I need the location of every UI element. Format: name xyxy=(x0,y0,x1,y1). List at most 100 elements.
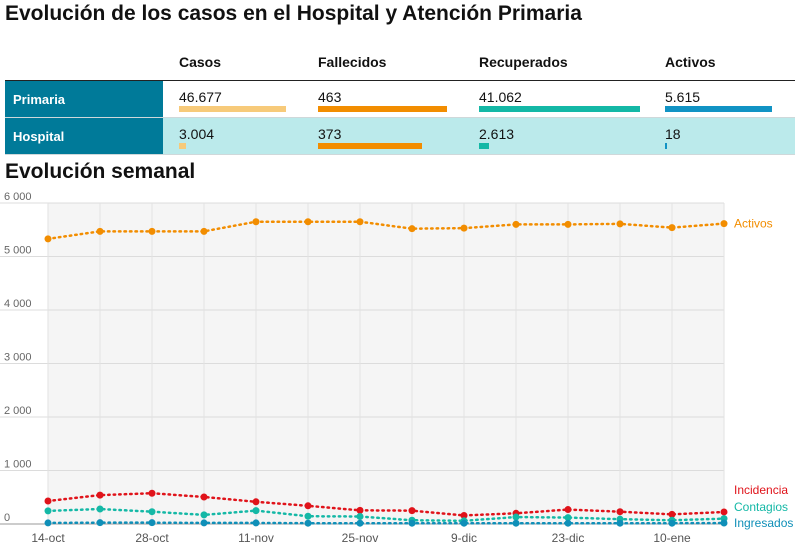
row-label-primaria: Primaria xyxy=(5,80,163,118)
line-chart: 0 1 000 2 000 3 000 4 000 5 000 6 000 14-oct 28-… xyxy=(0,191,793,545)
bar-primaria-casos xyxy=(179,106,286,112)
data-point-incidencia xyxy=(356,506,364,514)
data-point-activos xyxy=(304,218,312,226)
data-point-contagios xyxy=(512,513,520,521)
data-point-ingresados xyxy=(512,519,520,527)
summary-header-row: Casos Fallecidos Recuperados Activos xyxy=(5,44,795,81)
data-point-activos xyxy=(616,220,624,228)
data-point-activos xyxy=(564,220,572,228)
header-fallecidos: Fallecidos xyxy=(302,44,463,81)
data-point-incidencia xyxy=(460,511,468,519)
data-point-incidencia xyxy=(668,510,676,518)
data-point-ingresados xyxy=(96,519,104,527)
cell-primaria-activos: 5.615 xyxy=(655,80,795,118)
value-primaria-recuperados: 41.062 xyxy=(479,89,522,105)
data-point-activos xyxy=(512,220,520,228)
value-hospital-casos: 3.004 xyxy=(179,126,215,142)
data-point-incidencia xyxy=(564,506,572,514)
data-point-activos xyxy=(668,224,676,232)
data-point-incidencia xyxy=(408,507,416,515)
table-row-hospital: Hospital 3.004 373 2.613 18 xyxy=(5,117,795,155)
data-point-ingresados xyxy=(408,519,416,527)
series-label-incidencia: Incidencia xyxy=(734,483,788,497)
header-corner xyxy=(5,44,163,81)
header-casos: Casos xyxy=(163,44,302,81)
series-line-ingresados xyxy=(46,521,726,525)
bar-hospital-casos xyxy=(179,143,186,149)
data-point-incidencia xyxy=(200,493,208,501)
data-point-incidencia xyxy=(252,498,260,506)
x-tick-label: 9-dic xyxy=(451,531,477,545)
data-point-contagios xyxy=(148,508,156,516)
cell-primaria-fallecidos: 463 xyxy=(302,80,463,118)
cell-primaria-casos: 46.677 xyxy=(163,80,302,118)
summary-table: Casos Fallecidos Recuperados Activos Pri… xyxy=(5,44,795,155)
data-point-contagios xyxy=(564,514,572,522)
data-point-activos xyxy=(408,225,416,233)
data-point-activos xyxy=(252,218,260,226)
data-point-contagios xyxy=(252,507,260,515)
series-label-activos: Activos xyxy=(734,217,773,231)
data-point-ingresados xyxy=(200,519,208,527)
data-point-incidencia xyxy=(720,508,728,516)
table-row-primaria: Primaria 46.677 463 41.062 5.615 xyxy=(5,80,795,118)
value-primaria-fallecidos: 463 xyxy=(318,89,342,105)
y-tick-label: 4 000 xyxy=(4,298,32,310)
x-tick-label: 23-dic xyxy=(552,531,585,545)
bar-primaria-recuperados xyxy=(479,106,640,112)
data-point-activos xyxy=(356,218,364,226)
data-point-incidencia xyxy=(96,491,104,499)
y-tick-label: 0 xyxy=(4,512,10,524)
y-tick-label: 6 000 xyxy=(4,191,32,203)
data-point-ingresados xyxy=(616,519,624,527)
bar-hospital-recuperados xyxy=(479,143,489,149)
value-primaria-casos: 46.677 xyxy=(179,89,222,105)
data-point-incidencia xyxy=(304,502,312,510)
data-point-ingresados xyxy=(44,519,52,527)
data-point-incidencia xyxy=(44,497,52,505)
bar-hospital-fallecidos xyxy=(318,143,422,149)
data-point-ingresados xyxy=(304,519,312,527)
bar-hospital-activos xyxy=(665,143,667,149)
series-line-activos xyxy=(46,220,726,241)
value-primaria-activos: 5.615 xyxy=(665,89,701,105)
cell-hospital-activos: 18 xyxy=(655,117,795,155)
cell-hospital-fallecidos: 373 xyxy=(302,117,463,155)
series-label-ingresados: Ingresados xyxy=(734,516,793,530)
data-point-ingresados xyxy=(252,519,260,527)
value-hospital-fallecidos: 373 xyxy=(318,126,342,142)
y-tick-label: 2 000 xyxy=(4,405,32,417)
data-point-ingresados xyxy=(720,519,728,527)
data-point-activos xyxy=(96,227,104,235)
y-tick-label: 3 000 xyxy=(4,352,32,364)
data-point-contagios xyxy=(356,513,364,521)
bar-primaria-activos xyxy=(665,106,772,112)
y-tick-label: 5 000 xyxy=(4,245,32,257)
data-point-ingresados xyxy=(460,519,468,527)
data-point-incidencia xyxy=(148,489,156,497)
data-point-activos xyxy=(200,227,208,235)
series-label-contagios: Contagios xyxy=(734,500,788,514)
data-point-activos xyxy=(460,224,468,232)
x-tick-label: 28-oct xyxy=(135,531,169,545)
y-tick-label: 1 000 xyxy=(4,459,32,471)
data-point-incidencia xyxy=(616,508,624,516)
data-point-activos xyxy=(720,220,728,228)
data-point-ingresados xyxy=(668,519,676,527)
data-point-activos xyxy=(148,227,156,235)
data-point-contagios xyxy=(304,512,312,520)
value-hospital-recuperados: 2.613 xyxy=(479,126,515,142)
page-title: Evolución de los casos en el Hospital y … xyxy=(5,2,582,25)
x-tick-label: 11-nov xyxy=(238,531,274,545)
data-point-ingresados xyxy=(148,519,156,527)
header-recuperados: Recuperados xyxy=(463,44,655,81)
data-point-contagios xyxy=(200,511,208,519)
value-hospital-activos: 18 xyxy=(665,126,681,142)
chart-title: Evolución semanal xyxy=(5,160,196,183)
row-label-hospital: Hospital xyxy=(5,117,163,155)
cell-hospital-recuperados: 2.613 xyxy=(463,117,655,155)
data-point-activos xyxy=(44,235,52,243)
x-tick-label: 14-oct xyxy=(31,531,65,545)
header-activos: Activos xyxy=(655,44,795,81)
data-point-ingresados xyxy=(564,519,572,527)
